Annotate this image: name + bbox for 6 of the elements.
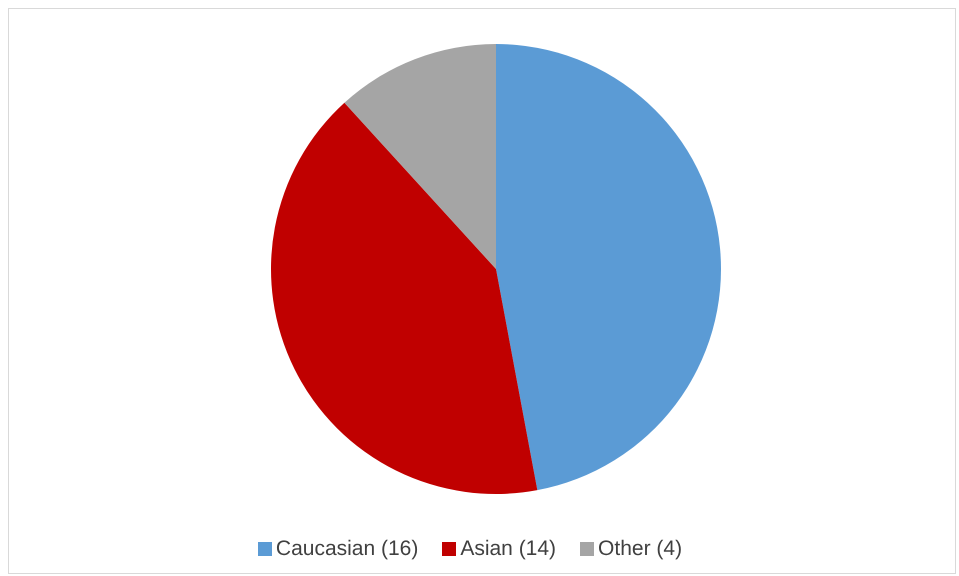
legend-label: Caucasian (16) — [276, 537, 418, 560]
pie-slice — [496, 44, 721, 490]
pie-slice — [344, 44, 496, 269]
pie-slice — [271, 102, 538, 494]
legend-label: Other (4) — [598, 537, 682, 560]
legend-label: Asian (14) — [460, 537, 556, 560]
